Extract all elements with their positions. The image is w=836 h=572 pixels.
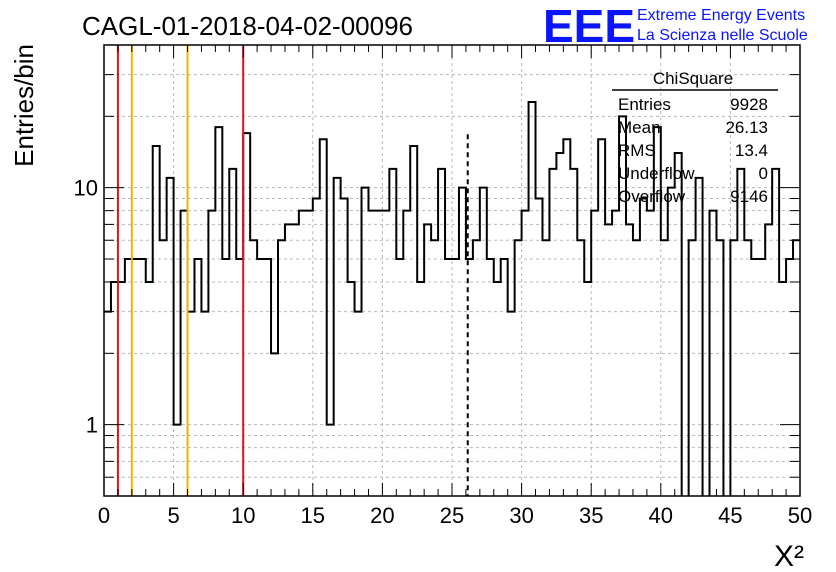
x-axis-ticks: 0 5 10 15 20 25 30 35 40 45 50 [98,45,812,528]
x-tick-label: 35 [579,503,603,528]
stat-label: Mean [618,118,661,137]
histogram-line [104,100,800,496]
histogram-series [104,100,800,496]
y-axis-label: Entries/bin [9,44,39,167]
x-tick-label: 15 [301,503,325,528]
x-tick-label: 5 [167,503,179,528]
x-tick-label: 45 [718,503,742,528]
x-tick-label: 0 [98,503,110,528]
stat-label: Entries [618,95,671,114]
x-axis-label: X² [774,540,804,572]
x-tick-label: 50 [788,503,812,528]
stats-title: ChiSquare [653,69,733,88]
y-axis-ticks: 1 10 [74,44,800,497]
stats-rows: Entries 9928 Mean 26.13 RMS 13.4 Underflow 0 Ove… [618,95,768,206]
grid-lines [104,45,800,496]
stat-value: 13.4 [735,141,768,160]
x-tick-label: 20 [370,503,394,528]
stat-label: Overflow [618,187,686,206]
stat-label: RMS [618,141,656,160]
y-tick-label: 1 [86,413,98,438]
logo-subtitle-1: Extreme Energy Events [637,7,805,24]
x-tick-label: 10 [231,503,255,528]
stat-value: 9146 [730,187,768,206]
logo-subtitle-2: La Scienza nelle Scuole [637,27,808,44]
stat-value: 9928 [730,95,768,114]
eee-logo: EEE [543,0,635,52]
y-tick-label: 10 [74,176,98,201]
x-tick-label: 40 [649,503,673,528]
stat-value: 0 [759,164,768,183]
stat-value: 26.13 [725,118,768,137]
stat-label: Underflow [618,164,695,183]
stats-box: ChiSquare Entries 9928 Mean 26.13 RMS 13.4 Und… [612,69,778,206]
run-id-title: CAGL-01-2018-04-02-00096 [82,11,413,41]
x-tick-label: 25 [440,503,464,528]
reference-lines [116,45,469,496]
x-tick-label: 30 [509,503,533,528]
